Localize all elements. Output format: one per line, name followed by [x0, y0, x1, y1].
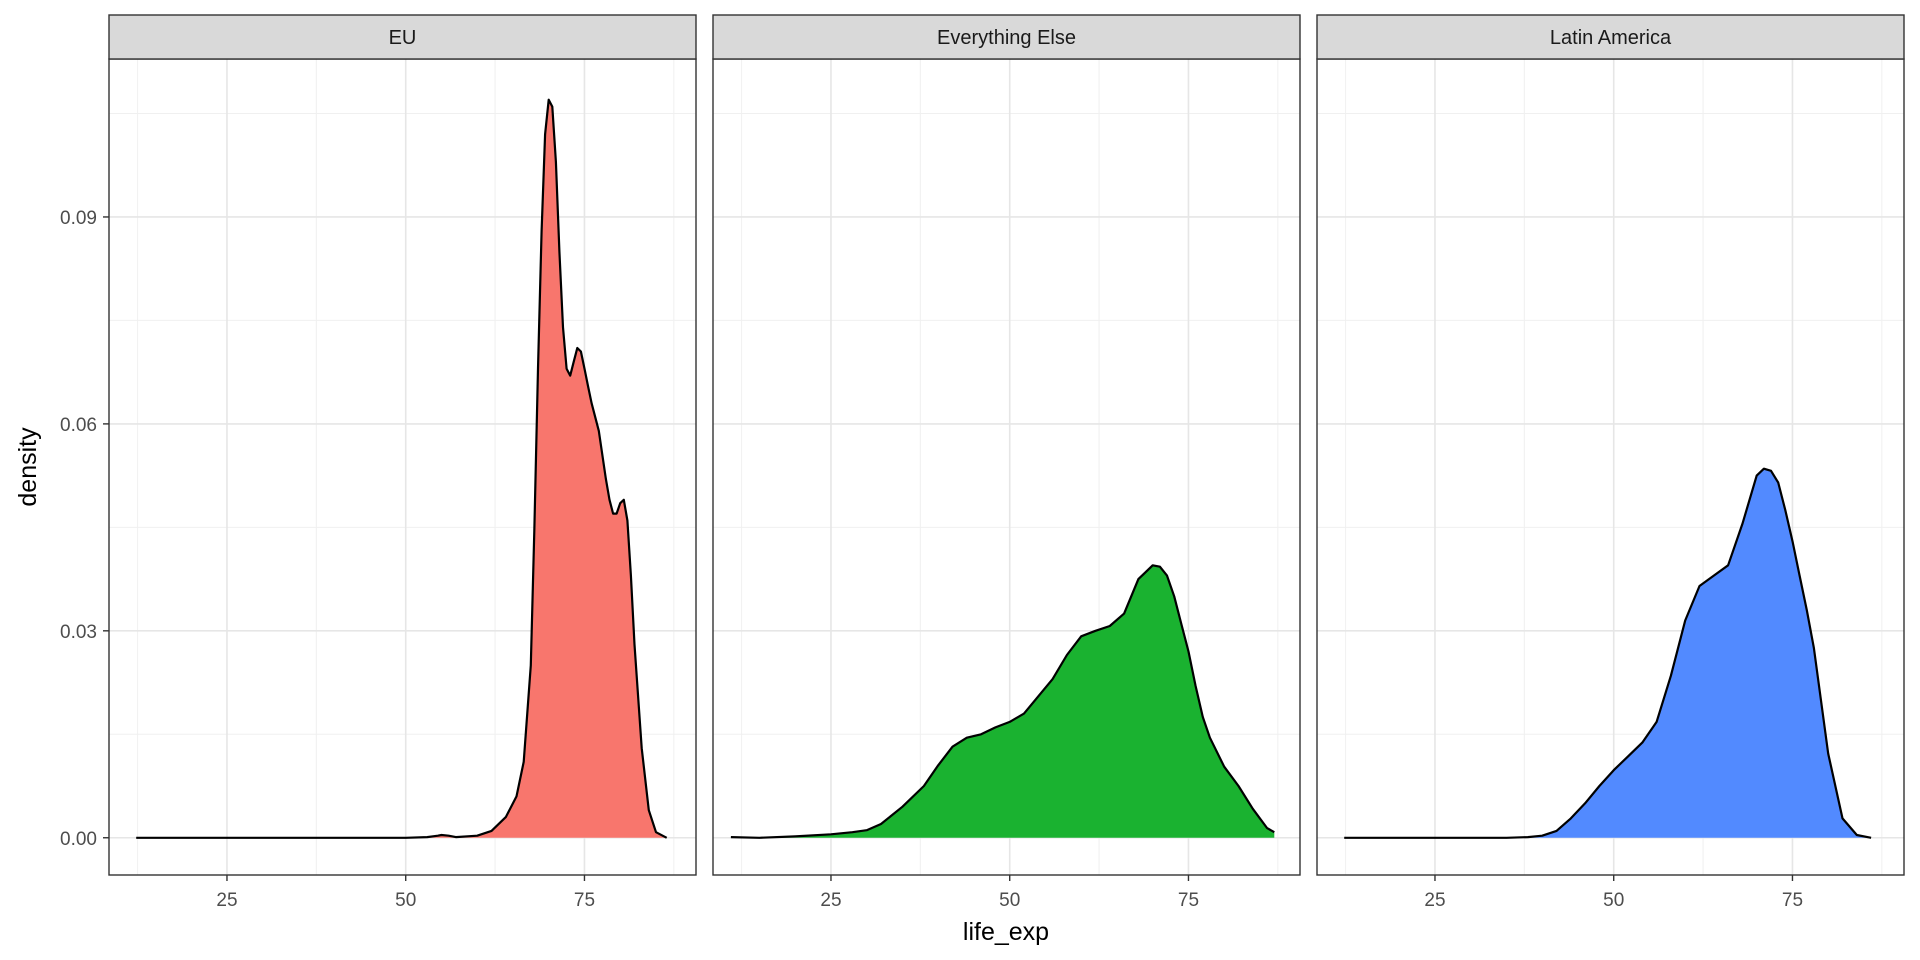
facet-strip [108, 14, 697, 60]
facet-strip-label: Latin America [1550, 27, 1672, 49]
facet-panel-1: EU [108, 14, 697, 876]
facet-strip [712, 14, 1301, 60]
density-line [1344, 467, 1872, 839]
x-axis-1: 25 50 75 [216, 875, 595, 911]
x-tick-label: 75 [574, 890, 595, 911]
density-area [730, 565, 1275, 838]
y-tick-label: 0.03 [60, 622, 97, 643]
x-tick-label: 50 [395, 890, 416, 911]
x-axis-title: life_exp [963, 918, 1049, 946]
facet-strip-label: Everything Else [937, 27, 1076, 49]
x-tick-label: 25 [216, 890, 237, 911]
y-tick-label: 0.06 [60, 415, 97, 436]
facet-panel-3: Latin America [1316, 14, 1905, 876]
x-tick-label: 25 [820, 890, 841, 911]
facet-strip-label: EU [389, 27, 417, 49]
x-axis-3: 25 50 75 [1424, 875, 1803, 911]
density-line [730, 564, 1275, 839]
y-tick-label: 0.00 [60, 829, 97, 850]
x-tick-label: 50 [999, 890, 1020, 911]
x-tick-label: 75 [1178, 890, 1199, 911]
facet-strip [1316, 14, 1905, 60]
y-axis: 0.00 0.03 0.06 0.09 [60, 208, 109, 850]
density-area [1344, 468, 1872, 838]
x-tick-label: 50 [1603, 890, 1624, 911]
density-area [136, 99, 667, 838]
y-axis-title: density [14, 427, 42, 507]
y-tick-label: 0.09 [60, 208, 97, 229]
x-axis-2: 25 50 75 [820, 875, 1199, 911]
x-tick-label: 25 [1424, 890, 1445, 911]
facet-panels: EU Everything Else Latin America [108, 14, 1905, 876]
facet-panel-2: Everything Else [712, 14, 1301, 876]
x-axes: 25 50 75 25 50 75 25 50 75 [216, 875, 1803, 911]
density-line [136, 98, 668, 839]
x-tick-label: 75 [1782, 890, 1803, 911]
